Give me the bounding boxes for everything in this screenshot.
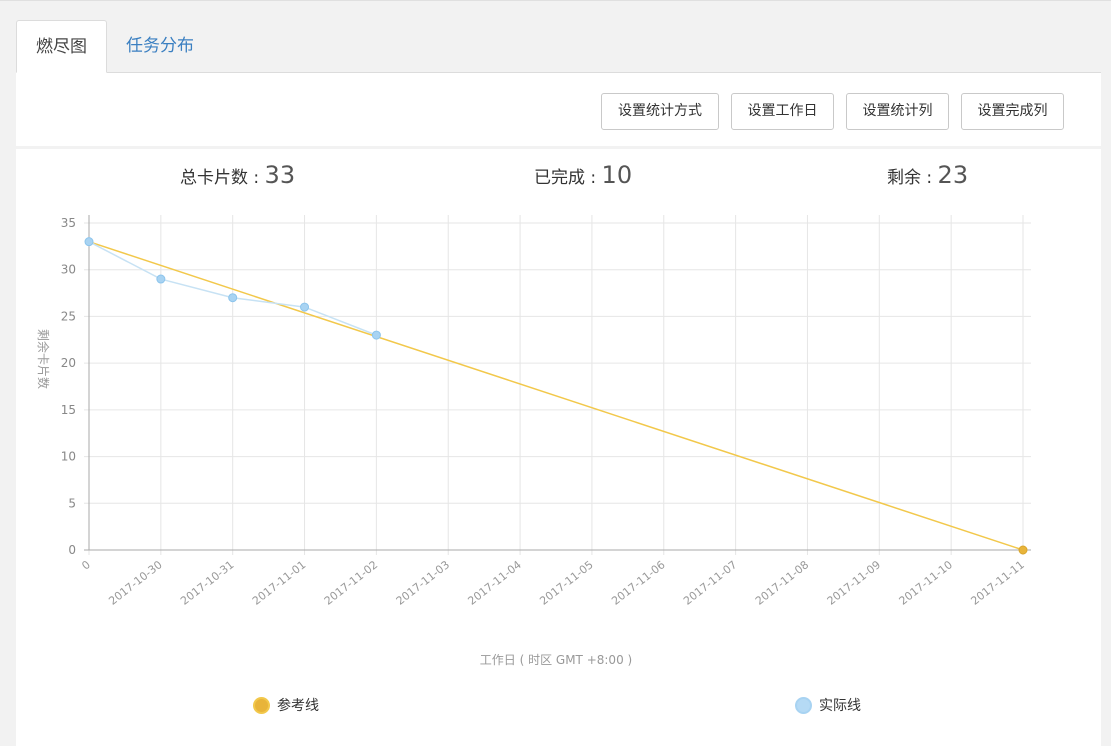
chart-panel [16,149,1101,746]
x-tick-label: 2017-11-02 [322,558,380,608]
y-tick-label: 20 [61,356,76,370]
x-tick-label: 2017-11-09 [825,558,883,608]
actual-point [228,293,238,303]
done-cards-stat: 已完成 : 10 [534,161,632,189]
tab-task-distribution[interactable]: 任务分布 [126,36,194,56]
done-cards-value: 10 [601,161,633,189]
total-cards-value: 33 [264,161,296,189]
y-tick-label: 5 [68,496,76,510]
legend-reference-marker [253,696,270,714]
toolbar-panel: 设置统计方式 设置工作日 设置统计列 设置完成列 [16,72,1101,146]
x-axis-title: 工作日 ( 时区 GMT +8:00 ) [480,653,632,667]
y-tick-label: 15 [61,403,76,417]
reference-point [1018,545,1028,555]
actual-point [84,237,94,247]
set-stat-method-button[interactable]: 设置统计方式 [601,93,719,130]
total-cards-label: 总卡片数 : [180,168,265,188]
done-cards-label: 已完成 : [534,168,602,188]
y-tick-label: 0 [68,543,76,557]
x-tick-label: 0 [79,558,93,573]
remaining-cards-value: 23 [937,161,969,189]
reference-line [88,240,1024,551]
set-workdays-button[interactable]: 设置工作日 [731,93,834,130]
y-axis-title: 剩余卡片数 [36,329,51,389]
x-tick-label: 2017-11-01 [250,558,308,608]
x-tick-label: 2017-11-10 [897,558,955,608]
y-tick-label: 30 [61,263,76,277]
x-tick-label: 2017-11-11 [968,558,1026,608]
y-tick-label: 10 [61,450,76,464]
set-stat-columns-button[interactable]: 设置统计列 [846,93,949,130]
set-done-columns-button[interactable]: 设置完成列 [961,93,1064,130]
actual-point [300,302,310,312]
x-tick-label: 2017-10-30 [106,558,164,608]
legend-actual-marker [795,696,812,714]
x-tick-label: 2017-11-07 [681,558,739,608]
y-tick-label: 35 [61,216,76,230]
legend-actual[interactable]: 实际线 [795,695,861,715]
remaining-cards-stat: 剩余 : 23 [887,161,968,189]
legend-reference-label: 参考线 [277,698,319,714]
legend-reference[interactable]: 参考线 [253,695,319,715]
x-tick-label: 2017-10-31 [178,558,236,608]
x-tick-label: 2017-11-04 [466,558,524,608]
total-cards-stat: 总卡片数 : 33 [180,161,295,189]
actual-point [156,274,166,284]
x-tick-label: 2017-11-08 [753,558,811,608]
x-tick-label: 2017-11-06 [609,558,667,608]
x-tick-label: 2017-11-05 [537,558,595,608]
tab-burndown[interactable]: 燃尽图 [16,20,107,73]
legend-actual-label: 实际线 [819,698,861,714]
tab-bar: 燃尽图 任务分布 [16,20,213,73]
y-tick-label: 25 [61,309,76,323]
remaining-cards-label: 剩余 : [887,168,938,188]
actual-point [371,330,381,340]
x-tick-label: 2017-11-03 [394,558,452,608]
